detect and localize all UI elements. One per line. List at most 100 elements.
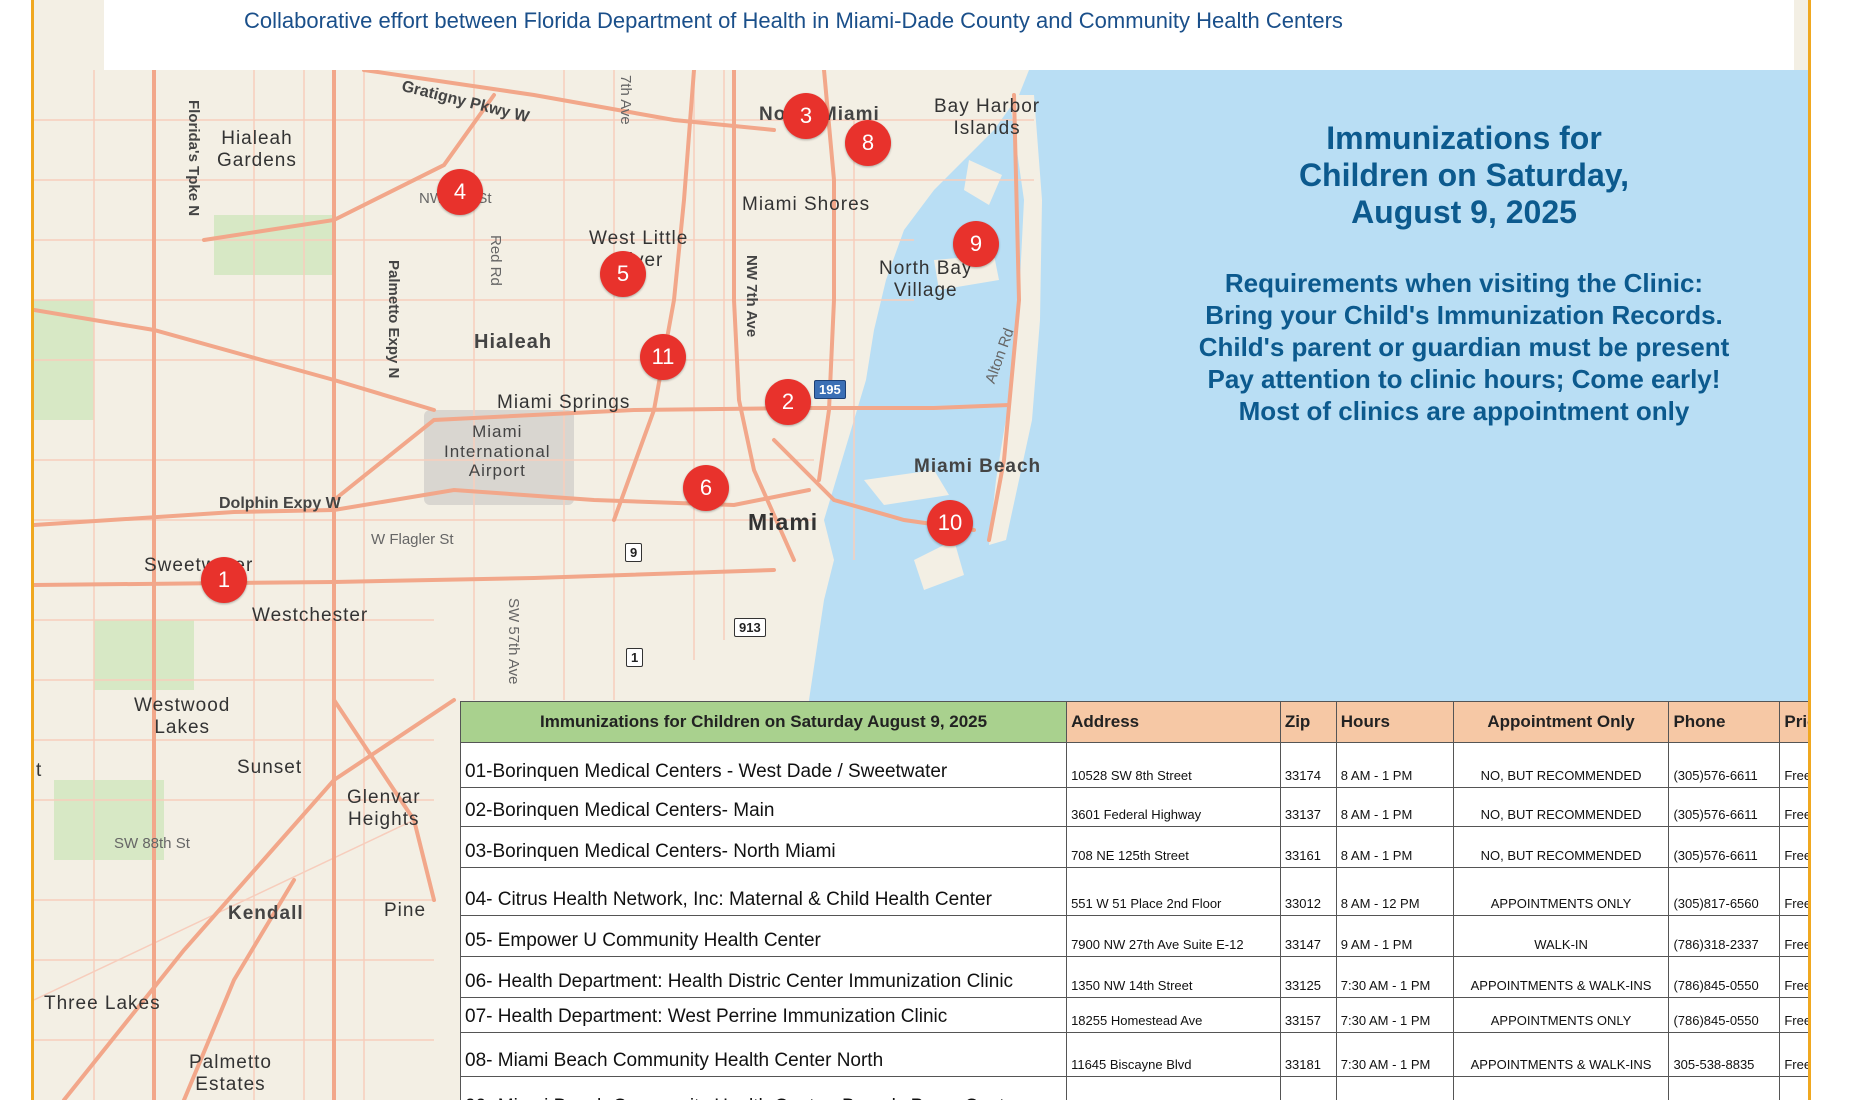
table-row: 07- Health Department: West Perrine Immu… bbox=[459, 997, 1808, 1033]
cell-appointment: APPOINTMENTS ONLY bbox=[1452, 997, 1670, 1033]
cell-name: 08- Miami Beach Community Health Center … bbox=[459, 1032, 1068, 1077]
table-row: 05- Empower U Community Health Center 790… bbox=[459, 915, 1808, 957]
cell-price: Free bbox=[1779, 1032, 1808, 1077]
cell-phone: (305)576-6611 bbox=[1668, 826, 1781, 868]
label-red-rd: Red Rd bbox=[487, 235, 504, 286]
col-header-appointment: Appointment Only bbox=[1452, 701, 1670, 743]
cell-zip: 33147 bbox=[1279, 915, 1337, 957]
cell-appointment: APPOINTMENTS & WALK-INS bbox=[1452, 1032, 1670, 1077]
cell-address: 708 NE 125th Street bbox=[1066, 826, 1281, 868]
cell-hours: 8 AM - 1 PM bbox=[1335, 742, 1454, 788]
map-marker-8[interactable]: 8 bbox=[845, 120, 891, 166]
cell-zip: 33157 bbox=[1279, 997, 1337, 1033]
cell-name: 04- Citrus Health Network, Inc: Maternal… bbox=[459, 867, 1068, 916]
label-kendall: Kendall bbox=[228, 903, 304, 924]
map-island-ports bbox=[864, 470, 949, 505]
cell-hours: 7:30 AM - 1 PM bbox=[1335, 956, 1454, 998]
label-dolphin-expy: Dolphin Expy W bbox=[219, 495, 341, 512]
header-panel: Collaborative effort between Florida Dep… bbox=[104, 0, 1794, 70]
map-marker-10[interactable]: 10 bbox=[927, 500, 973, 546]
cell-address: 551 W 51 Place 2nd Floor bbox=[1066, 867, 1281, 916]
map-airport bbox=[424, 410, 574, 505]
map-island-key bbox=[914, 540, 964, 590]
info-title: Immunizations for Children on Saturday, … bbox=[1298, 120, 1630, 230]
cell-appointment: NO, BUT RECOMMENDED bbox=[1452, 787, 1670, 827]
cell-price: Free bbox=[1779, 742, 1808, 788]
cell-price: Free bbox=[1779, 997, 1808, 1033]
cell-price: Free bbox=[1779, 956, 1808, 998]
map-marker-5[interactable]: 5 bbox=[600, 251, 646, 297]
col-header-phone: Phone bbox=[1668, 701, 1781, 743]
map-major-roads bbox=[34, 68, 1022, 1100]
table-row: 09- Miami Beach Community Health Center:… bbox=[459, 1076, 1808, 1100]
cell-address: 1221 - 71st Street bbox=[1066, 1076, 1281, 1100]
cell-phone: (786)845-0550 bbox=[1668, 956, 1781, 998]
cell-price: Free bbox=[1779, 867, 1808, 916]
flyer-frame: Collaborative effort between Florida Dep… bbox=[31, 0, 1811, 1100]
cell-appointment: APPOINTMENTS & WALK-INS bbox=[1452, 1076, 1670, 1100]
cell-appointment: APPOINTMENTS ONLY bbox=[1452, 867, 1670, 916]
header-text: Collaborative effort between Florida Dep… bbox=[244, 8, 1343, 33]
shield-route-913: 913 bbox=[734, 618, 766, 637]
cell-phone: (786)845-0550 bbox=[1668, 997, 1781, 1033]
info-requirements: Requirements when visiting the Clinic: B… bbox=[1198, 268, 1730, 426]
cell-zip: 33141 bbox=[1279, 1076, 1337, 1100]
table-row: 06- Health Department: Health Distric Ce… bbox=[459, 956, 1808, 998]
label-airport: Miami International Airport bbox=[444, 422, 551, 481]
cell-appointment: NO, BUT RECOMMENDED bbox=[1452, 826, 1670, 868]
shield-route-9: 9 bbox=[625, 543, 643, 562]
label-hialeah-gardens: Hialeah Gardens bbox=[217, 128, 297, 171]
cell-zip: 33012 bbox=[1279, 867, 1337, 916]
label-sw-57th: SW 57th Ave bbox=[505, 598, 522, 685]
cell-phone: (305)576-6611 bbox=[1668, 787, 1781, 827]
label-hialeah: Hialeah bbox=[474, 331, 553, 353]
label-miami-shores: Miami Shores bbox=[742, 194, 871, 215]
label-edge: t bbox=[36, 760, 43, 781]
cell-name: 07- Health Department: West Perrine Immu… bbox=[459, 997, 1068, 1033]
map-marker-6[interactable]: 6 bbox=[683, 465, 729, 511]
label-three-lakes: Three Lakes bbox=[44, 993, 161, 1014]
clinic-table-panel: Immunizations for Children on Saturday A… bbox=[459, 701, 1808, 1100]
map-marker-2[interactable]: 2 bbox=[765, 379, 811, 425]
table-row: 08- Miami Beach Community Health Center … bbox=[459, 1032, 1808, 1077]
cell-hours: 8 AM - 12 PM bbox=[1335, 867, 1454, 916]
cell-price: Free bbox=[1779, 1076, 1808, 1100]
label-westchester: Westchester bbox=[252, 605, 369, 626]
map-marker-9[interactable]: 9 bbox=[953, 221, 999, 267]
cell-zip: 33125 bbox=[1279, 956, 1337, 998]
cell-address: 3601 Federal Highway bbox=[1066, 787, 1281, 827]
cell-name: 09- Miami Beach Community Health Center:… bbox=[459, 1076, 1068, 1100]
cell-name: 03-Borinquen Medical Centers- North Miam… bbox=[459, 826, 1068, 868]
cell-address: 1350 NW 14th Street bbox=[1066, 956, 1281, 998]
cell-name: 05- Empower U Community Health Center bbox=[459, 915, 1068, 957]
map-island-star bbox=[964, 160, 1002, 205]
cell-address: 18255 Homestead Ave bbox=[1066, 997, 1281, 1033]
cell-hours: 7:30 AM - 1 PM bbox=[1335, 1032, 1454, 1077]
label-palmetto-estates: Palmetto Estates bbox=[189, 1052, 272, 1095]
cell-phone: 305-538-8835 bbox=[1668, 1032, 1781, 1077]
col-header-price: Price bbox=[1779, 701, 1808, 743]
label-north-bay-village: North Bay Village bbox=[879, 258, 973, 301]
shield-us-1: 1 bbox=[626, 648, 644, 667]
label-nw-7th-ave: NW 7th Ave bbox=[743, 255, 760, 338]
map-marker-11[interactable]: 11 bbox=[640, 334, 686, 380]
label-miami: Miami bbox=[748, 509, 819, 535]
cell-appointment: WALK-IN bbox=[1452, 915, 1670, 957]
map-marker-4[interactable]: 4 bbox=[437, 169, 483, 215]
label-bay-harbor: Bay Harbor Islands bbox=[934, 96, 1041, 139]
map-marker-1[interactable]: 1 bbox=[201, 557, 247, 603]
col-header-address: Address bbox=[1066, 701, 1281, 743]
cell-phone: 305-538-8835 bbox=[1668, 1076, 1781, 1100]
label-sunset: Sunset bbox=[237, 757, 303, 778]
clinic-table: Immunizations for Children on Saturday A… bbox=[459, 701, 1808, 1100]
cell-zip: 33161 bbox=[1279, 826, 1337, 868]
label-miami-beach: Miami Beach bbox=[914, 456, 1042, 477]
map-park-2 bbox=[94, 620, 194, 690]
table-row: 03-Borinquen Medical Centers- North Miam… bbox=[459, 826, 1808, 868]
label-glenvar-heights: Glenvar Heights bbox=[347, 787, 421, 830]
map-marker-3[interactable]: 3 bbox=[783, 93, 829, 139]
cell-hours: 7:30 AM - 1 PM bbox=[1335, 1076, 1454, 1100]
label-turnpike: Florida's Tpke N bbox=[185, 100, 202, 217]
label-flagler: W Flagler St bbox=[371, 531, 454, 548]
cell-name: 02-Borinquen Medical Centers- Main bbox=[459, 787, 1068, 827]
